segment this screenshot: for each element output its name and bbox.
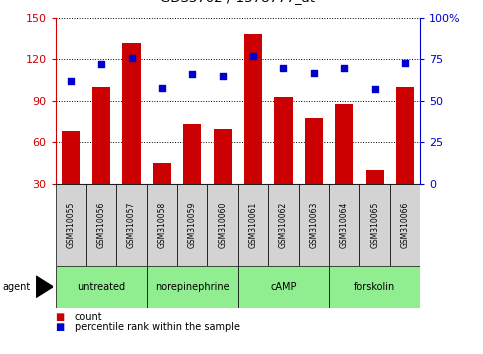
Point (401, 60, 409, 65)
Text: norepinephrine: norepinephrine (155, 282, 229, 292)
Bar (122, 42, 141, 226)
Point (158, 85, 166, 90)
Text: GSM310057: GSM310057 (127, 201, 136, 248)
Text: GSM310061: GSM310061 (249, 202, 257, 248)
Bar (359, 184, 390, 266)
Point (67, 78, 74, 84)
Text: GSM310066: GSM310066 (400, 201, 410, 248)
Bar (92, 87, 110, 226)
Point (280, 65, 287, 70)
Text: GSM310059: GSM310059 (188, 201, 197, 248)
Text: GSM310064: GSM310064 (340, 201, 349, 248)
Point (310, 70, 318, 75)
Text: untreated: untreated (77, 282, 125, 292)
Bar (213, 129, 232, 226)
Text: GSM310062: GSM310062 (279, 202, 288, 248)
Bar (238, 266, 329, 308)
Bar (238, 184, 268, 266)
Bar (298, 184, 329, 266)
Text: agent: agent (2, 282, 30, 292)
Text: GSM310055: GSM310055 (66, 201, 75, 248)
Text: ■: ■ (56, 322, 65, 332)
Point (188, 72, 196, 77)
Text: GSM310056: GSM310056 (97, 201, 106, 248)
Bar (56, 266, 147, 308)
Bar (396, 87, 414, 226)
Bar (116, 184, 147, 266)
Bar (177, 184, 208, 266)
Bar (274, 97, 293, 226)
Bar (147, 184, 177, 266)
Bar (329, 266, 420, 308)
Text: GSM310058: GSM310058 (157, 202, 167, 248)
Bar (62, 131, 80, 226)
Text: GSM310063: GSM310063 (309, 201, 318, 248)
Point (97, 62, 105, 67)
Bar (268, 184, 298, 266)
Point (371, 86, 379, 92)
Bar (366, 170, 384, 226)
Bar (153, 163, 171, 226)
Bar (56, 184, 86, 266)
Bar (305, 118, 323, 226)
Bar (208, 184, 238, 266)
Bar (86, 184, 116, 266)
Bar (390, 184, 420, 266)
Bar (335, 104, 354, 226)
Point (128, 55, 135, 61)
Point (341, 65, 348, 70)
Text: forskolin: forskolin (354, 282, 395, 292)
Text: count: count (75, 312, 102, 322)
Text: percentile rank within the sample: percentile rank within the sample (75, 322, 240, 332)
Text: GSM310060: GSM310060 (218, 201, 227, 248)
Bar (244, 34, 262, 226)
Point (249, 53, 257, 59)
Text: GDS3702 / 1378777_at: GDS3702 / 1378777_at (160, 0, 315, 4)
Text: cAMP: cAMP (270, 282, 297, 292)
Bar (147, 266, 238, 308)
Bar (329, 184, 359, 266)
Text: GSM310065: GSM310065 (370, 201, 379, 248)
Text: ■: ■ (56, 312, 65, 322)
Point (219, 73, 227, 79)
Bar (183, 125, 201, 226)
Polygon shape (36, 276, 53, 297)
